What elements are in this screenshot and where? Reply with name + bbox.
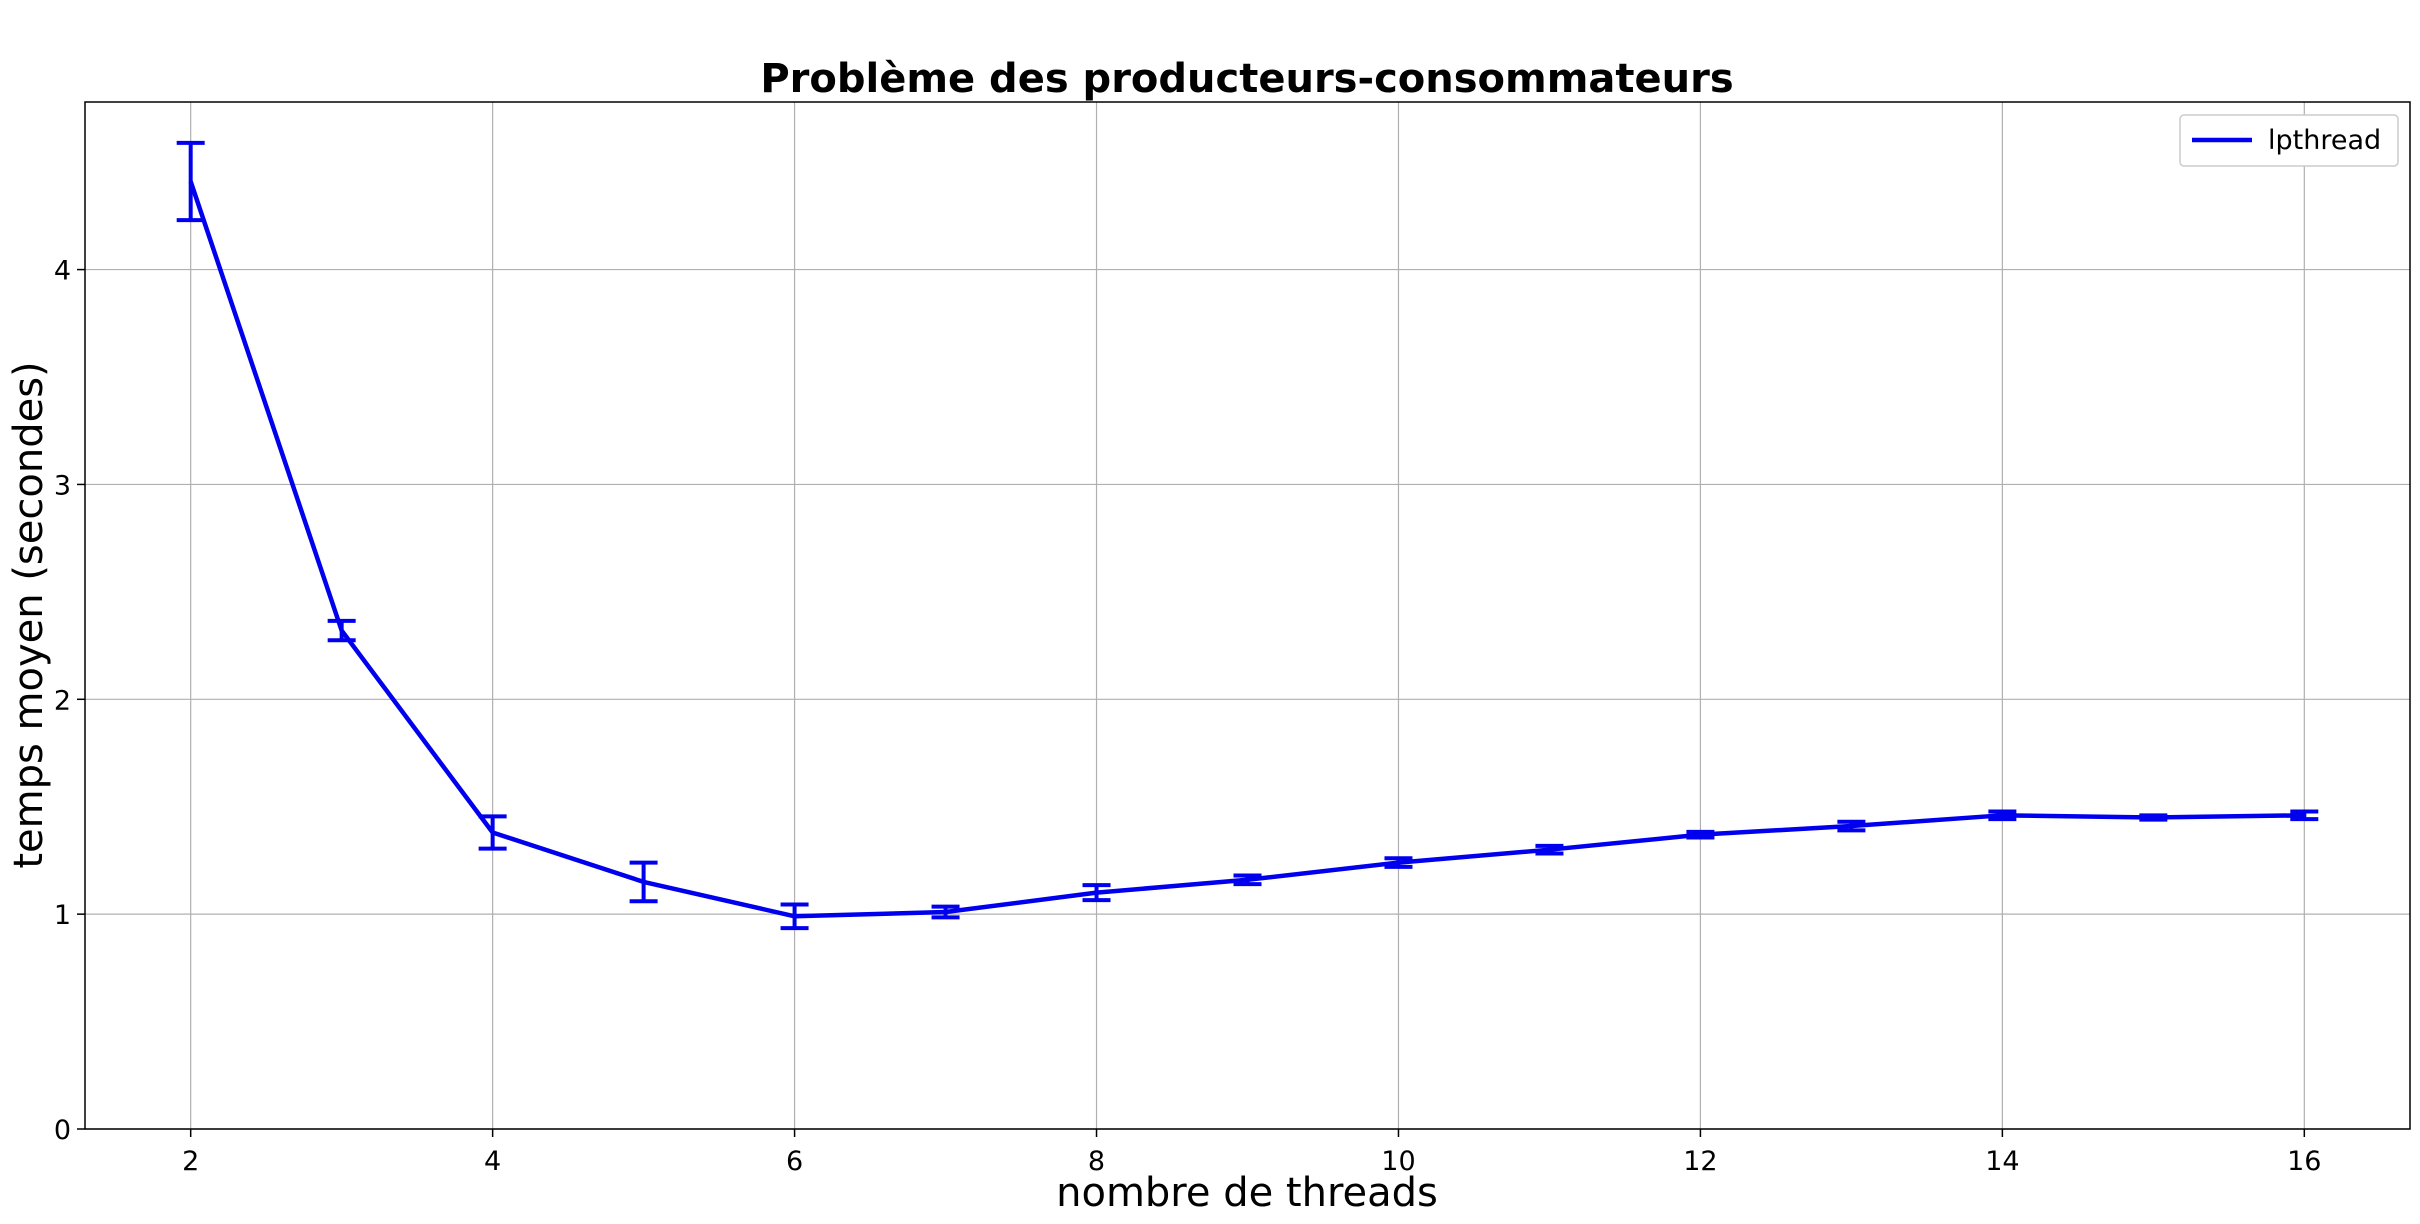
x-tick-label: 4 — [484, 1146, 501, 1177]
x-axis-ticks: 2 4 6 8 10 12 14 16 — [182, 1129, 2321, 1177]
x-tick-label: 12 — [1683, 1146, 1717, 1177]
error-bar — [931, 904, 960, 920]
y-tick-label: 1 — [54, 900, 71, 931]
x-tick-label: 6 — [786, 1146, 803, 1177]
error-bar — [2290, 809, 2319, 822]
x-tick-label: 10 — [1381, 1146, 1415, 1177]
error-bar — [2139, 813, 2168, 822]
legend-box — [2179, 114, 2399, 167]
series-line-lpthread — [188, 180, 2305, 919]
error-bar — [1535, 843, 1564, 856]
legend: lpthread — [2179, 114, 2399, 167]
error-bar — [1384, 856, 1413, 869]
plot-frame — [84, 101, 2411, 1130]
legend-label-lpthread: lpthread — [2268, 125, 2381, 156]
error-bar — [176, 140, 205, 223]
chart-title: Problème des producteurs-consommateurs — [760, 56, 1733, 102]
series-layer — [176, 140, 2319, 931]
error-bar — [478, 814, 507, 851]
error-bar — [629, 860, 658, 904]
y-tick-label: 3 — [54, 470, 71, 501]
error-bar — [1686, 829, 1715, 840]
x-tick-label: 2 — [182, 1146, 199, 1177]
y-tick-label: 2 — [54, 685, 71, 716]
grid — [85, 102, 2410, 1130]
error-bar — [1233, 873, 1262, 887]
error-bar — [327, 618, 356, 643]
error-bar — [1082, 883, 1111, 903]
y-tick-label: 0 — [54, 1115, 71, 1146]
error-bar — [1988, 809, 2017, 822]
x-axis-label: nombre de threads — [1056, 1170, 1438, 1216]
y-tick-label: 4 — [54, 256, 71, 287]
x-tick-label: 16 — [2287, 1146, 2321, 1177]
x-tick-label: 8 — [1088, 1146, 1105, 1177]
y-axis-label: temps moyen (secondes) — [6, 361, 52, 868]
error-bar — [1837, 819, 1866, 833]
y-axis-ticks: 0 1 2 3 4 — [54, 256, 85, 1146]
x-tick-label: 14 — [1985, 1146, 2019, 1177]
error-bar — [780, 902, 809, 931]
